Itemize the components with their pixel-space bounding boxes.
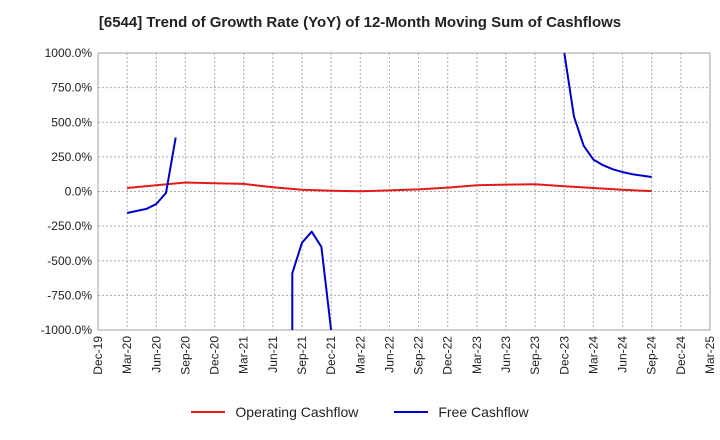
chart-title: [6544] Trend of Growth Rate (YoY) of 12-… bbox=[98, 14, 622, 31]
x-tick-label: Jun-22 bbox=[382, 336, 396, 373]
x-tick-label: Dec-23 bbox=[557, 336, 571, 375]
series-line-free-cashflow bbox=[126, 137, 177, 214]
series-line-free-cashflow bbox=[563, 53, 652, 178]
x-tick-label: Mar-23 bbox=[470, 336, 484, 374]
x-tick-label: Mar-20 bbox=[120, 336, 134, 374]
legend-label-operating: Operating Cashflow bbox=[235, 404, 359, 420]
series-lines bbox=[126, 53, 652, 330]
x-axis-tick-labels: Dec-19 Mar-20 Jun-20 Sep-20 Dec-20 Mar-21 Jun-… bbox=[91, 336, 717, 375]
legend-swatch-operating bbox=[191, 411, 226, 413]
x-tick-label: Sep-22 bbox=[412, 336, 426, 375]
legend-label-free: Free Cashflow bbox=[438, 404, 529, 420]
y-tick-label: 1000.0% bbox=[45, 46, 93, 60]
x-tick-label: Dec-22 bbox=[441, 336, 455, 375]
grid-lines bbox=[97, 52, 711, 331]
series-line-free-cashflow bbox=[291, 230, 333, 330]
x-tick-label: Mar-22 bbox=[353, 336, 367, 374]
x-tick-label: Mar-25 bbox=[703, 336, 717, 374]
y-tick-label: -500.0% bbox=[47, 254, 92, 268]
y-tick-label: 0.0% bbox=[65, 185, 93, 199]
x-tick-label: Dec-21 bbox=[324, 336, 338, 375]
x-tick-label: Mar-24 bbox=[586, 336, 600, 374]
y-tick-label: 250.0% bbox=[51, 150, 92, 164]
y-tick-label: -750.0% bbox=[47, 288, 92, 302]
series-line-operating-cashflow bbox=[127, 181, 652, 193]
x-tick-label: Sep-21 bbox=[295, 336, 309, 375]
x-tick-label: Dec-20 bbox=[208, 336, 222, 375]
x-tick-label: Sep-20 bbox=[178, 336, 192, 375]
y-tick-label: -250.0% bbox=[47, 219, 92, 233]
legend-item-operating: Operating Cashflow bbox=[191, 404, 358, 420]
y-tick-label: 500.0% bbox=[51, 115, 92, 129]
legend: Operating Cashflow Free Cashflow bbox=[0, 404, 720, 420]
y-tick-label: -1000.0% bbox=[41, 323, 93, 337]
x-tick-label: Sep-23 bbox=[528, 336, 542, 375]
x-tick-label: Jun-23 bbox=[499, 336, 513, 373]
x-tick-label: Dec-19 bbox=[91, 336, 105, 375]
x-tick-label: Jun-21 bbox=[266, 336, 280, 373]
x-tick-label: Mar-21 bbox=[237, 336, 251, 374]
y-tick-label: 750.0% bbox=[51, 81, 92, 95]
x-tick-label: Dec-24 bbox=[674, 336, 688, 375]
x-tick-label: Sep-24 bbox=[645, 336, 659, 375]
y-axis-tick-labels: 1000.0% 750.0% 500.0% 250.0% 0.0% -250.0% -500… bbox=[41, 46, 93, 337]
x-tick-label: Jun-20 bbox=[149, 336, 163, 373]
legend-swatch-free bbox=[394, 411, 429, 413]
legend-item-free: Free Cashflow bbox=[394, 404, 529, 420]
x-tick-label: Jun-24 bbox=[616, 336, 630, 373]
